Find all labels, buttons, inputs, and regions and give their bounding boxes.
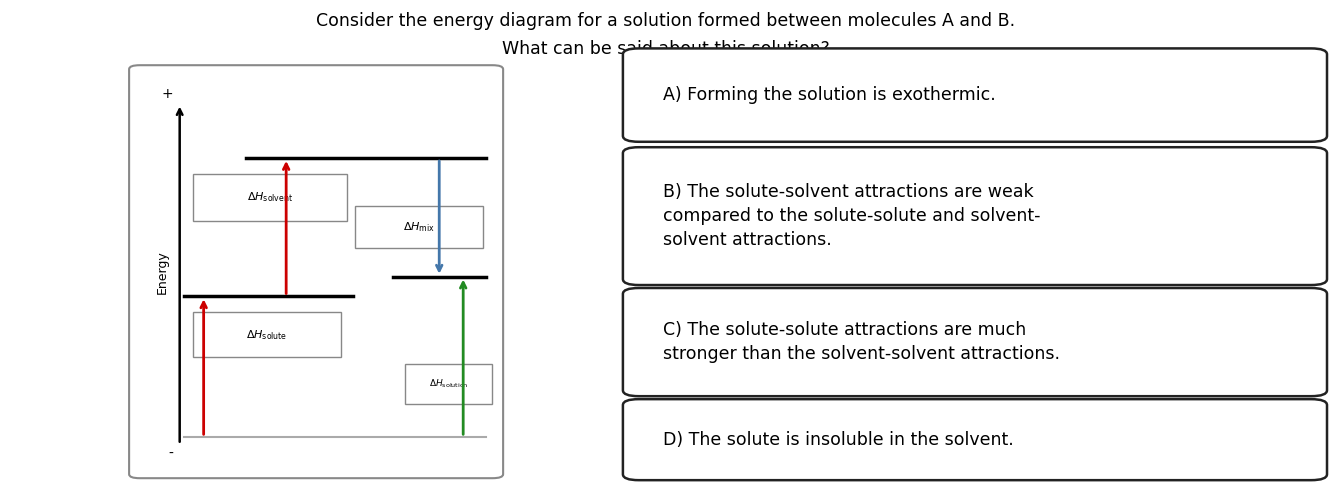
Text: A) Forming the solution is exothermic.: A) Forming the solution is exothermic. — [663, 86, 996, 104]
FancyBboxPatch shape — [193, 312, 341, 357]
Text: $\Delta H_{\mathregular{solution}}$: $\Delta H_{\mathregular{solution}}$ — [429, 378, 469, 390]
FancyBboxPatch shape — [623, 147, 1327, 285]
Text: B) The solute-solvent attractions are weak
compared to the solute-solute and sol: B) The solute-solvent attractions are we… — [663, 183, 1041, 249]
Text: $\Delta H_{\mathregular{solute}}$: $\Delta H_{\mathregular{solute}}$ — [246, 328, 287, 341]
FancyBboxPatch shape — [623, 48, 1327, 142]
Text: $\Delta H_{\mathregular{mix}}$: $\Delta H_{\mathregular{mix}}$ — [403, 220, 435, 234]
FancyBboxPatch shape — [193, 174, 347, 221]
Text: $\Delta H_{\mathregular{solvent}}$: $\Delta H_{\mathregular{solvent}}$ — [248, 191, 293, 205]
Text: D) The solute is insoluble in the solvent.: D) The solute is insoluble in the solven… — [663, 431, 1014, 449]
Text: +: + — [161, 87, 173, 101]
FancyBboxPatch shape — [623, 288, 1327, 396]
Text: Energy: Energy — [156, 250, 169, 293]
FancyBboxPatch shape — [355, 206, 483, 248]
Text: Consider the energy diagram for a solution formed between molecules A and B.: Consider the energy diagram for a soluti… — [315, 12, 1016, 30]
Text: What can be said about this solution?: What can be said about this solution? — [502, 40, 829, 57]
FancyBboxPatch shape — [405, 364, 492, 404]
Text: -: - — [168, 447, 173, 461]
FancyBboxPatch shape — [623, 399, 1327, 480]
FancyBboxPatch shape — [129, 65, 503, 478]
Text: C) The solute-solute attractions are much
stronger than the solvent-solvent attr: C) The solute-solute attractions are muc… — [663, 321, 1059, 363]
